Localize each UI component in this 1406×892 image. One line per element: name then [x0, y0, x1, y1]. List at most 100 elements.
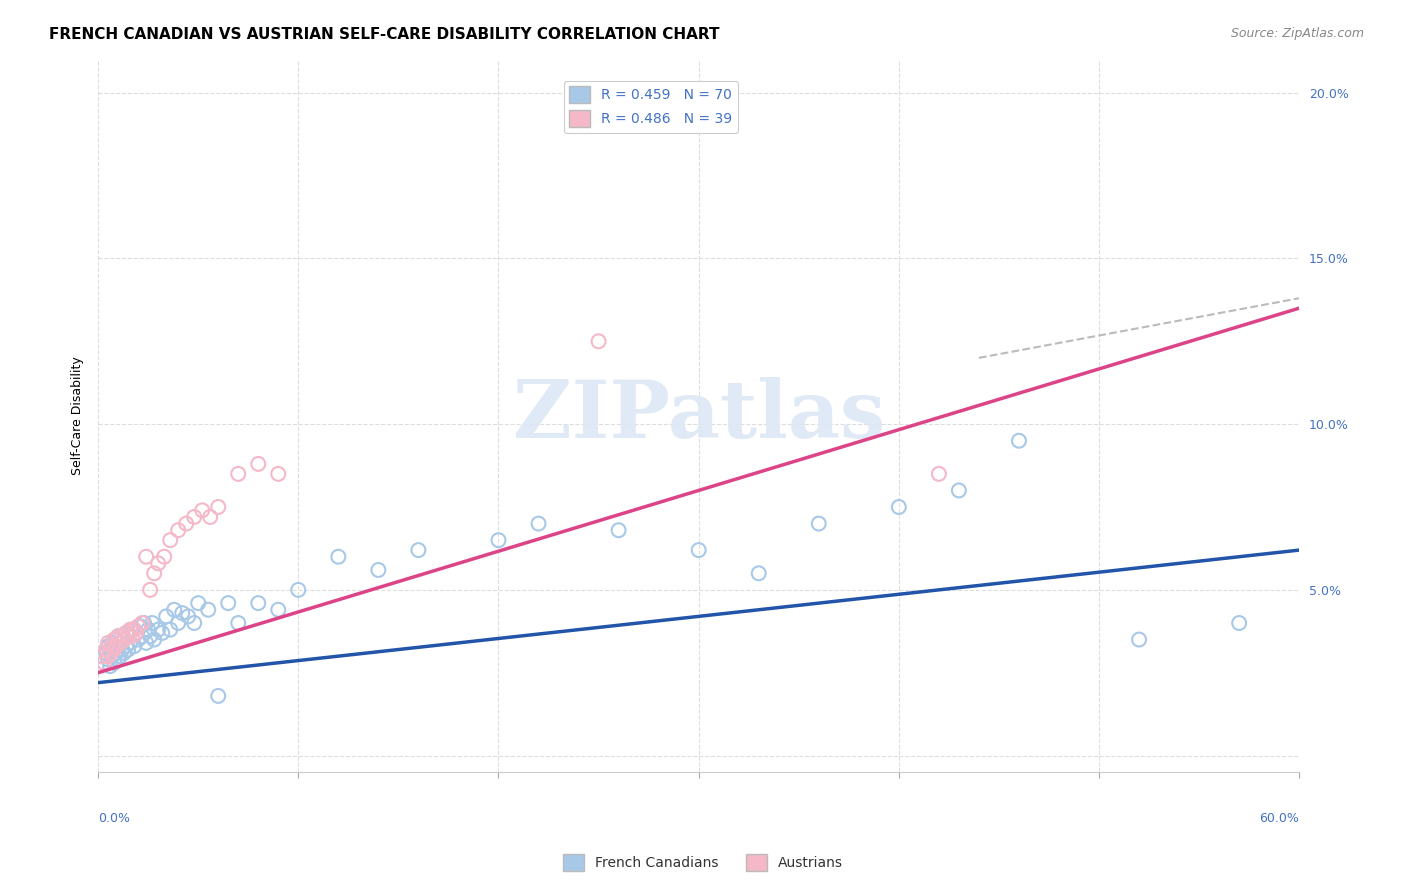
Point: [129, 619, 152, 633]
Point: [107, 652, 129, 666]
Point: [167, 523, 190, 537]
Point: [207, 500, 229, 514]
Point: [97, 649, 120, 664]
Point: [134, 615, 156, 630]
Point: [267, 603, 290, 617]
Point: [139, 629, 162, 643]
Point: [136, 623, 159, 637]
Point: [107, 629, 129, 643]
Point: [1227, 615, 1250, 630]
Point: [131, 629, 153, 643]
Point: [287, 582, 309, 597]
Point: [120, 623, 142, 637]
Point: [105, 646, 128, 660]
Point: [267, 467, 290, 481]
Point: [108, 636, 131, 650]
Point: [115, 639, 138, 653]
Point: [183, 510, 205, 524]
Point: [103, 642, 125, 657]
Point: [588, 334, 610, 349]
Point: [197, 603, 219, 617]
Point: [217, 596, 239, 610]
Point: [117, 642, 139, 657]
Point: [191, 503, 214, 517]
Point: [112, 632, 135, 647]
Point: [127, 619, 149, 633]
Point: [131, 615, 153, 630]
Point: [488, 533, 510, 548]
Point: [688, 543, 710, 558]
Y-axis label: Self-Care Disability: Self-Care Disability: [72, 357, 84, 475]
Point: [115, 626, 138, 640]
Point: [105, 632, 128, 647]
Point: [527, 516, 550, 531]
Point: [93, 656, 115, 670]
Point: [108, 649, 131, 664]
Point: [111, 629, 134, 643]
Point: [135, 549, 157, 564]
Text: FRENCH CANADIAN VS AUSTRIAN SELF-CARE DISABILITY CORRELATION CHART: FRENCH CANADIAN VS AUSTRIAN SELF-CARE DI…: [49, 27, 720, 42]
Point: [94, 642, 117, 657]
Point: [328, 549, 350, 564]
Point: [172, 606, 194, 620]
Point: [135, 636, 157, 650]
Point: [93, 656, 115, 670]
Point: [1008, 434, 1031, 448]
Point: [207, 689, 229, 703]
Point: [97, 652, 120, 666]
Point: [167, 615, 190, 630]
Point: [91, 649, 114, 664]
Point: [127, 632, 149, 647]
Point: [928, 467, 950, 481]
Point: [187, 596, 209, 610]
Point: [159, 533, 181, 548]
Point: [159, 623, 181, 637]
Point: [141, 615, 163, 630]
Legend: R = 0.459   N = 70, R = 0.486   N = 39: R = 0.459 N = 70, R = 0.486 N = 39: [564, 81, 738, 133]
Point: [148, 557, 170, 571]
Point: [121, 629, 143, 643]
Point: [607, 523, 630, 537]
Point: [155, 609, 177, 624]
Point: [163, 603, 186, 617]
Point: [101, 649, 124, 664]
Point: [143, 566, 166, 581]
Point: [748, 566, 770, 581]
Legend: French Canadians, Austrians: French Canadians, Austrians: [557, 848, 849, 876]
Point: [101, 639, 124, 653]
Point: [139, 582, 162, 597]
Point: [177, 609, 200, 624]
Text: 60.0%: 60.0%: [1260, 812, 1299, 825]
Point: [91, 649, 114, 664]
Point: [226, 467, 249, 481]
Point: [107, 629, 129, 643]
Point: [122, 639, 145, 653]
Point: [105, 639, 128, 653]
Point: [125, 626, 148, 640]
Point: [112, 632, 135, 647]
Point: [125, 626, 148, 640]
Point: [103, 632, 125, 647]
Point: [103, 656, 125, 670]
Point: [120, 636, 142, 650]
Point: [121, 623, 143, 637]
Point: [887, 500, 910, 514]
Point: [226, 615, 249, 630]
Point: [807, 516, 830, 531]
Point: [97, 636, 120, 650]
Point: [111, 642, 134, 657]
Point: [1128, 632, 1150, 647]
Point: [247, 457, 270, 471]
Point: [148, 623, 170, 637]
Point: [117, 629, 139, 643]
Point: [367, 563, 389, 577]
Point: [183, 615, 205, 630]
Point: [200, 510, 222, 524]
Point: [97, 639, 120, 653]
Point: [143, 632, 166, 647]
Point: [107, 642, 129, 657]
Point: [153, 549, 176, 564]
Point: [101, 636, 124, 650]
Point: [150, 626, 173, 640]
Point: [103, 639, 125, 653]
